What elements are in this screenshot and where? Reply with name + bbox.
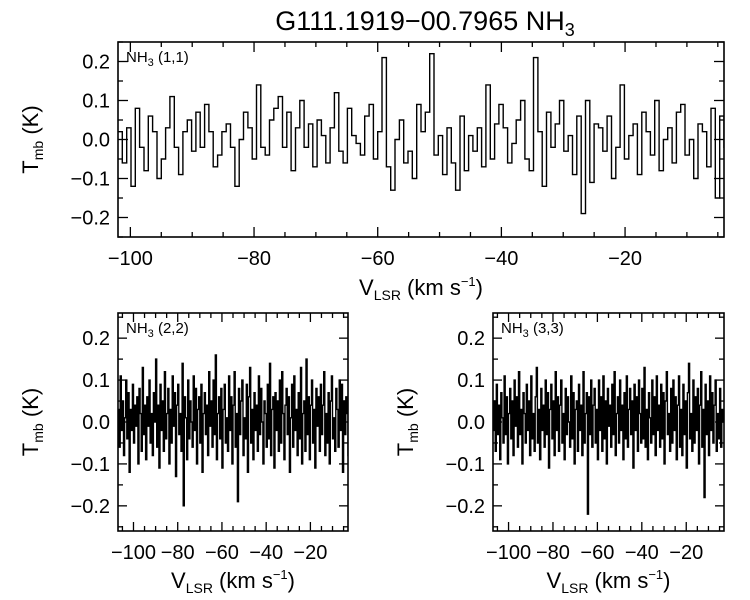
x-axis-label-sup: −1 <box>461 274 476 289</box>
y-axis-label-sub: mb <box>30 423 46 443</box>
x-tick-label: −20 <box>669 542 703 564</box>
x-axis-label-sub: LSR <box>561 580 588 596</box>
chart-panel-1: −100 −80 −60 −40 −20 −0.2 −0.1 0.0 0.1 0.2 NH3 (1,… <box>18 41 725 303</box>
y-axis-label: Tmb (K) <box>393 388 421 456</box>
x-axis-label-rest: (km s <box>588 568 648 593</box>
y-tick-label: 0.2 <box>82 328 110 350</box>
spectrum-line <box>493 362 724 515</box>
chart-panel-2: −100 −80 −60 −40 −20 −0.2 −0.1 0.0 0.1 0.2 NH3 (2,… <box>18 312 349 596</box>
y-tick-label: 0.1 <box>457 370 485 392</box>
chart-panels: −100 −80 −60 −40 −20−0.2−0.10.00.10.2 NH3 (1,… <box>18 41 725 596</box>
x-axis-label-end: ) <box>476 275 483 300</box>
y-axis-label: Tmb (K) <box>18 388 46 456</box>
panel-label-sub: 3 <box>148 57 154 69</box>
panel-label-rest: (1,1) <box>154 49 189 66</box>
y-tick-label: −0.2 <box>71 208 110 230</box>
figure-title-sub: 3 <box>565 20 575 40</box>
x-tick-label: −60 <box>361 248 395 270</box>
x-tick-label: −20 <box>293 542 327 564</box>
x-axis-label-main: V <box>547 568 562 593</box>
panel-label: NH3 (1,1) <box>126 49 189 69</box>
x-axis-label-sub: LSR <box>186 580 213 596</box>
x-axis-label-sup: −1 <box>648 567 663 582</box>
y-axis-label-rest: (K) <box>18 388 43 423</box>
y-axis-label-sub: mb <box>405 423 421 443</box>
y-axis-label-main: T <box>393 443 418 456</box>
y-axis-label-sub: mb <box>30 141 46 161</box>
y-axis-label-main: T <box>18 443 43 456</box>
y-tick-label: 0.1 <box>82 91 110 113</box>
y-tick-label: 0.0 <box>82 412 110 434</box>
x-axis-label-sub: LSR <box>374 287 401 303</box>
y-tick-label: −0.1 <box>71 454 110 476</box>
y-tick-label: 0.0 <box>457 412 485 434</box>
y-tick-label: 0.2 <box>457 328 485 350</box>
x-axis-label-main: V <box>171 568 186 593</box>
x-axis-label-end: ) <box>288 568 295 593</box>
y-tick-label: −0.2 <box>71 496 110 518</box>
x-tick-label: −80 <box>237 248 271 270</box>
x-tick-label: −60 <box>580 542 614 564</box>
x-axis-label-main: V <box>359 275 374 300</box>
x-tick-label: −40 <box>484 248 518 270</box>
panel-label-rest: (3,3) <box>529 320 564 337</box>
x-tick-label: −40 <box>249 542 283 564</box>
x-axis-label-sup: −1 <box>273 567 288 582</box>
y-axis-label-main: T <box>18 160 43 173</box>
panel-label: NH3 (2,2) <box>126 320 189 340</box>
x-tick-label: −60 <box>205 542 239 564</box>
y-tick-label: 0.1 <box>82 370 110 392</box>
panel-label: NH3 (3,3) <box>501 320 564 340</box>
panel-label-sub: 3 <box>523 328 529 340</box>
panel-label-main: NH <box>126 49 148 66</box>
x-axis-label-rest: (km s <box>213 568 273 593</box>
x-tick-label: −80 <box>536 542 570 564</box>
y-tick-label: −0.1 <box>71 169 110 191</box>
x-tick-label: −80 <box>161 542 195 564</box>
y-tick-label: 0.0 <box>82 130 110 152</box>
figure-title-main: G111.1919−00.7965 NH <box>275 6 564 36</box>
spectrum-line <box>118 354 348 507</box>
panel-label-main: NH <box>126 320 148 337</box>
x-tick-label: −100 <box>108 248 153 270</box>
panel-label-main: NH <box>501 320 523 337</box>
y-tick-label: −0.1 <box>446 454 485 476</box>
x-tick-label: −100 <box>486 542 531 564</box>
x-axis-label: VLSR (km s−1) <box>171 567 295 596</box>
x-tick-label: −40 <box>625 542 659 564</box>
x-axis-label-end: ) <box>663 568 670 593</box>
figure-title: G111.1919−00.7965 NH3 <box>275 6 575 40</box>
x-axis-label: VLSR (km s−1) <box>359 274 483 303</box>
x-tick-label: −20 <box>608 248 642 270</box>
y-tick-label: 0.2 <box>82 52 110 74</box>
y-axis-label-rest: (K) <box>18 105 43 140</box>
x-tick-label: −100 <box>111 542 156 564</box>
y-axis-label: Tmb (K) <box>18 105 46 173</box>
spectrum-line <box>118 53 724 215</box>
x-axis-label-rest: (km s <box>401 275 461 300</box>
panel-label-rest: (2,2) <box>154 320 189 337</box>
chart-panel-3: −100 −80 −60 −40 −20 −0.2 −0.1 0.0 0.1 0.2 NH3 (3,… <box>393 312 725 596</box>
x-axis-label: VLSR (km s−1) <box>547 567 671 596</box>
panel-label-sub: 3 <box>148 328 154 340</box>
y-tick-label: −0.2 <box>446 496 485 518</box>
y-axis-label-rest: (K) <box>393 388 418 423</box>
